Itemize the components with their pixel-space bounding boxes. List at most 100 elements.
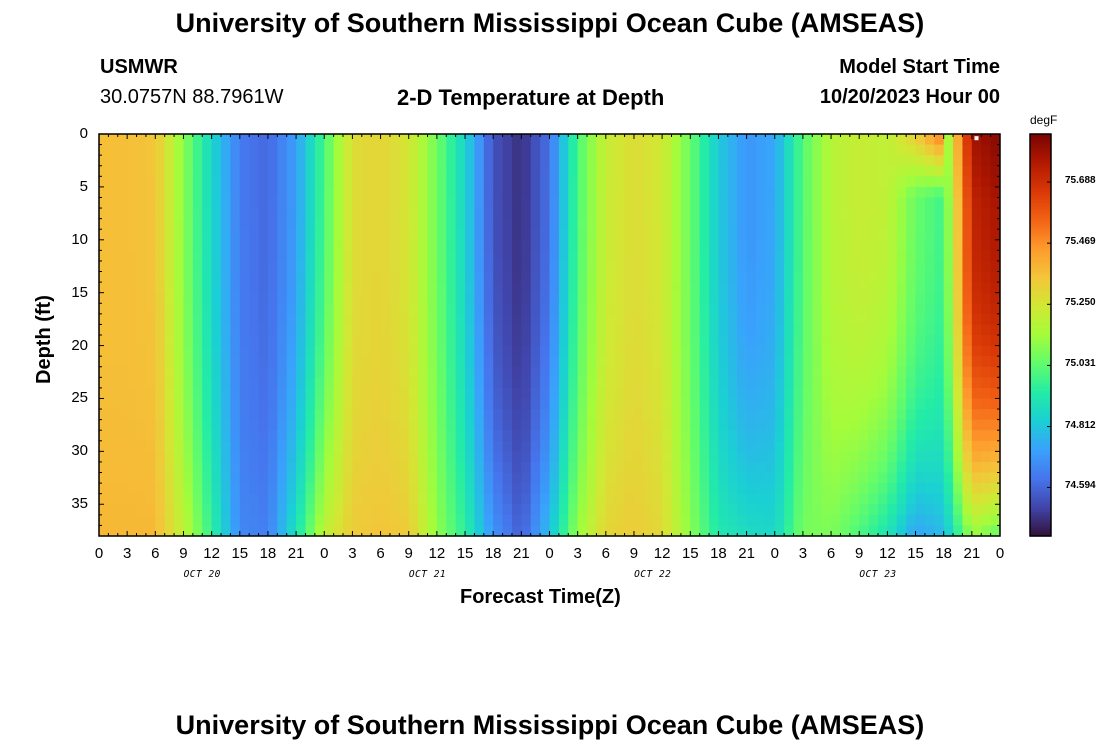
heatmap-cell bbox=[662, 525, 673, 536]
heatmap-cell bbox=[399, 250, 410, 262]
heatmap-cell bbox=[671, 292, 682, 304]
heatmap-cell bbox=[108, 472, 119, 484]
heatmap-cell bbox=[192, 419, 203, 431]
heatmap-cell bbox=[493, 472, 504, 484]
heatmap-cell bbox=[239, 409, 250, 421]
heatmap-cell bbox=[887, 335, 898, 347]
heatmap-cell bbox=[305, 366, 316, 378]
heatmap-cell bbox=[99, 229, 109, 241]
heatmap-cell bbox=[990, 229, 1000, 241]
heatmap-cell bbox=[558, 398, 569, 410]
heatmap-cell bbox=[127, 155, 138, 167]
heatmap-cell bbox=[408, 356, 419, 368]
colorbar-swatch bbox=[1030, 266, 1051, 270]
heatmap-cell bbox=[765, 493, 776, 505]
heatmap-cell bbox=[587, 366, 598, 378]
heatmap-cell bbox=[840, 144, 851, 156]
heatmap-cell bbox=[887, 514, 898, 527]
heatmap-cell bbox=[971, 218, 982, 230]
heatmap-cell bbox=[455, 218, 466, 230]
x-tick-label: 6 bbox=[376, 545, 385, 562]
heatmap-cell bbox=[296, 313, 307, 326]
heatmap-cell bbox=[605, 208, 616, 220]
heatmap-cell bbox=[211, 229, 222, 241]
heatmap-cell bbox=[896, 260, 907, 273]
heatmap-cell bbox=[558, 483, 569, 495]
heatmap-cell bbox=[568, 208, 579, 220]
heatmap-cell bbox=[145, 282, 156, 294]
heatmap-cell bbox=[136, 144, 147, 156]
heatmap-cell bbox=[305, 335, 316, 347]
heatmap-cell bbox=[343, 483, 354, 495]
heatmap-cell bbox=[455, 313, 466, 326]
heatmap-cell bbox=[859, 419, 870, 431]
heatmap-cell bbox=[483, 176, 494, 188]
heatmap-cell bbox=[502, 409, 513, 421]
heatmap-cell bbox=[568, 324, 579, 336]
heatmap-cell bbox=[746, 472, 757, 484]
x-tick-label: 0 bbox=[770, 545, 779, 562]
colorbar-swatch bbox=[1030, 188, 1051, 191]
heatmap-cell bbox=[436, 366, 447, 378]
heatmap-cell bbox=[709, 218, 720, 230]
heatmap-cell bbox=[267, 292, 278, 304]
heatmap-cell bbox=[633, 387, 644, 400]
heatmap-cell bbox=[699, 271, 710, 283]
heatmap-cell bbox=[727, 345, 738, 357]
heatmap-cell bbox=[221, 134, 231, 146]
heatmap-cell bbox=[568, 387, 579, 400]
heatmap-cell bbox=[305, 208, 316, 220]
heatmap-cell bbox=[530, 472, 541, 484]
heatmap-cell bbox=[924, 324, 935, 336]
heatmap-cell bbox=[399, 356, 410, 368]
heatmap-cell bbox=[108, 377, 119, 389]
heatmap-cell bbox=[755, 504, 766, 516]
heatmap-cell bbox=[849, 366, 860, 378]
heatmap-cell bbox=[793, 292, 804, 304]
heatmap-cell bbox=[427, 504, 438, 516]
heatmap-cell bbox=[558, 144, 569, 156]
heatmap-cell bbox=[915, 186, 926, 199]
heatmap-cell bbox=[737, 186, 748, 199]
heatmap-cell bbox=[286, 409, 297, 421]
heatmap-cell bbox=[605, 144, 616, 156]
heatmap-cell bbox=[802, 377, 813, 389]
heatmap-cell bbox=[662, 514, 673, 527]
heatmap-cell bbox=[202, 303, 213, 315]
heatmap-cell bbox=[314, 356, 325, 368]
heatmap-cell bbox=[296, 483, 307, 495]
heatmap-cell bbox=[389, 409, 400, 421]
heatmap-cell bbox=[596, 387, 607, 400]
heatmap-cell bbox=[305, 493, 316, 505]
heatmap-cell bbox=[286, 335, 297, 347]
heatmap-cell bbox=[662, 197, 673, 209]
heatmap-cell bbox=[511, 387, 522, 400]
heatmap-cell bbox=[633, 440, 644, 452]
heatmap-cell bbox=[774, 165, 785, 177]
heatmap-cell bbox=[418, 197, 429, 209]
heatmap-cell bbox=[296, 197, 307, 209]
heatmap-cell bbox=[896, 271, 907, 283]
heatmap-cell bbox=[906, 409, 917, 421]
heatmap-cell bbox=[915, 377, 926, 389]
heatmap-cell bbox=[202, 165, 213, 177]
heatmap-cell bbox=[540, 155, 551, 167]
heatmap-cell bbox=[774, 377, 785, 389]
heatmap-cell bbox=[680, 525, 691, 536]
heatmap-cell bbox=[314, 271, 325, 283]
heatmap-cell bbox=[511, 313, 522, 326]
heatmap-cell bbox=[455, 409, 466, 421]
heatmap-cell bbox=[746, 208, 757, 220]
heatmap-cell bbox=[399, 208, 410, 220]
heatmap-cell bbox=[286, 282, 297, 294]
heatmap-cell bbox=[296, 165, 307, 177]
colorbar-swatch bbox=[1030, 457, 1051, 461]
heatmap-cell bbox=[164, 292, 175, 304]
heatmap-cell bbox=[765, 250, 776, 262]
heatmap-cell bbox=[784, 504, 795, 516]
heatmap-cell bbox=[784, 197, 795, 209]
heatmap-cell bbox=[962, 250, 973, 262]
heatmap-cell bbox=[868, 239, 879, 251]
heatmap-cell bbox=[296, 134, 307, 146]
